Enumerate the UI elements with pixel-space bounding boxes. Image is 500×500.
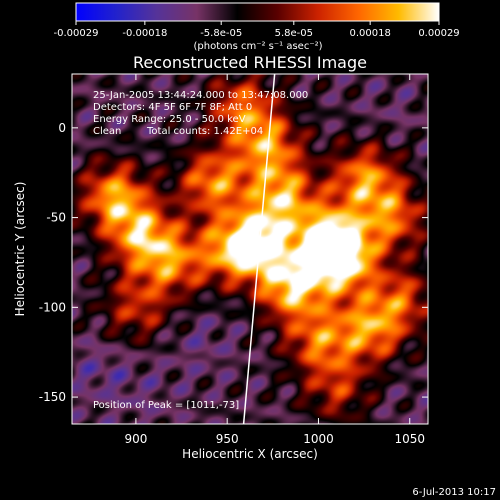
colorbar-tick-label: -5.8e-05 bbox=[200, 28, 242, 39]
x-tick-label: 900 bbox=[124, 432, 147, 446]
y-tick-label: -150 bbox=[39, 390, 66, 404]
annotation-energy: Energy Range: 25.0 - 50.0 keV bbox=[93, 114, 246, 125]
colorbar-tick-label: 0.00018 bbox=[349, 28, 390, 39]
colorbar bbox=[75, 2, 440, 22]
annotation-counts: Total counts: 1.42E+04 bbox=[146, 126, 263, 137]
annotation-method: Clean bbox=[93, 126, 121, 137]
x-tick-label: 950 bbox=[216, 432, 239, 446]
y-tick-label: 0 bbox=[58, 121, 66, 135]
y-axis-label: Heliocentric Y (arcsec) bbox=[13, 182, 27, 317]
heatmap-image bbox=[72, 74, 428, 424]
x-axis-ticks: 900 950 1000 1050 bbox=[124, 74, 425, 446]
annotation-time-range: 25-Jan-2005 13:44:24.000 to 13:47:08.000 bbox=[93, 90, 308, 101]
plot-frame bbox=[71, 73, 429, 425]
x-axis-label: Heliocentric X (arcsec) bbox=[182, 447, 318, 461]
annotation-detectors: Detectors: 4F 5F 6F 7F 8F; Att 0 bbox=[93, 102, 252, 113]
colorbar-ticks: -0.00029 -0.00018 -5.8e-05 5.8e-05 0.00018 0.… bbox=[54, 21, 460, 39]
colorbar-tick-label: -0.00018 bbox=[122, 28, 167, 39]
y-tick-label: -50 bbox=[46, 211, 66, 225]
y-axis-ticks: 0 -50 -100 -150 bbox=[39, 121, 428, 404]
colorbar-tick-label: 5.8e-05 bbox=[275, 28, 313, 39]
colorbar-tick-label: 0.00029 bbox=[418, 28, 459, 39]
colorbar-unit-label: (photons cm⁻² s⁻¹ asec⁻²) bbox=[193, 41, 322, 52]
solar-limb-line bbox=[242, 74, 276, 424]
footer-date: 6-Jul-2013 10:17 bbox=[412, 487, 496, 498]
x-tick-label: 1000 bbox=[303, 432, 334, 446]
colorbar-tick-label: -0.00029 bbox=[54, 28, 99, 39]
image-container bbox=[72, 74, 428, 424]
annotation-peak-position: Position of Peak = [1011,-73] bbox=[93, 400, 239, 411]
plot-title: Reconstructed RHESSI Image bbox=[133, 53, 367, 72]
x-tick-label: 1050 bbox=[394, 432, 425, 446]
y-tick-label: -100 bbox=[39, 300, 66, 314]
